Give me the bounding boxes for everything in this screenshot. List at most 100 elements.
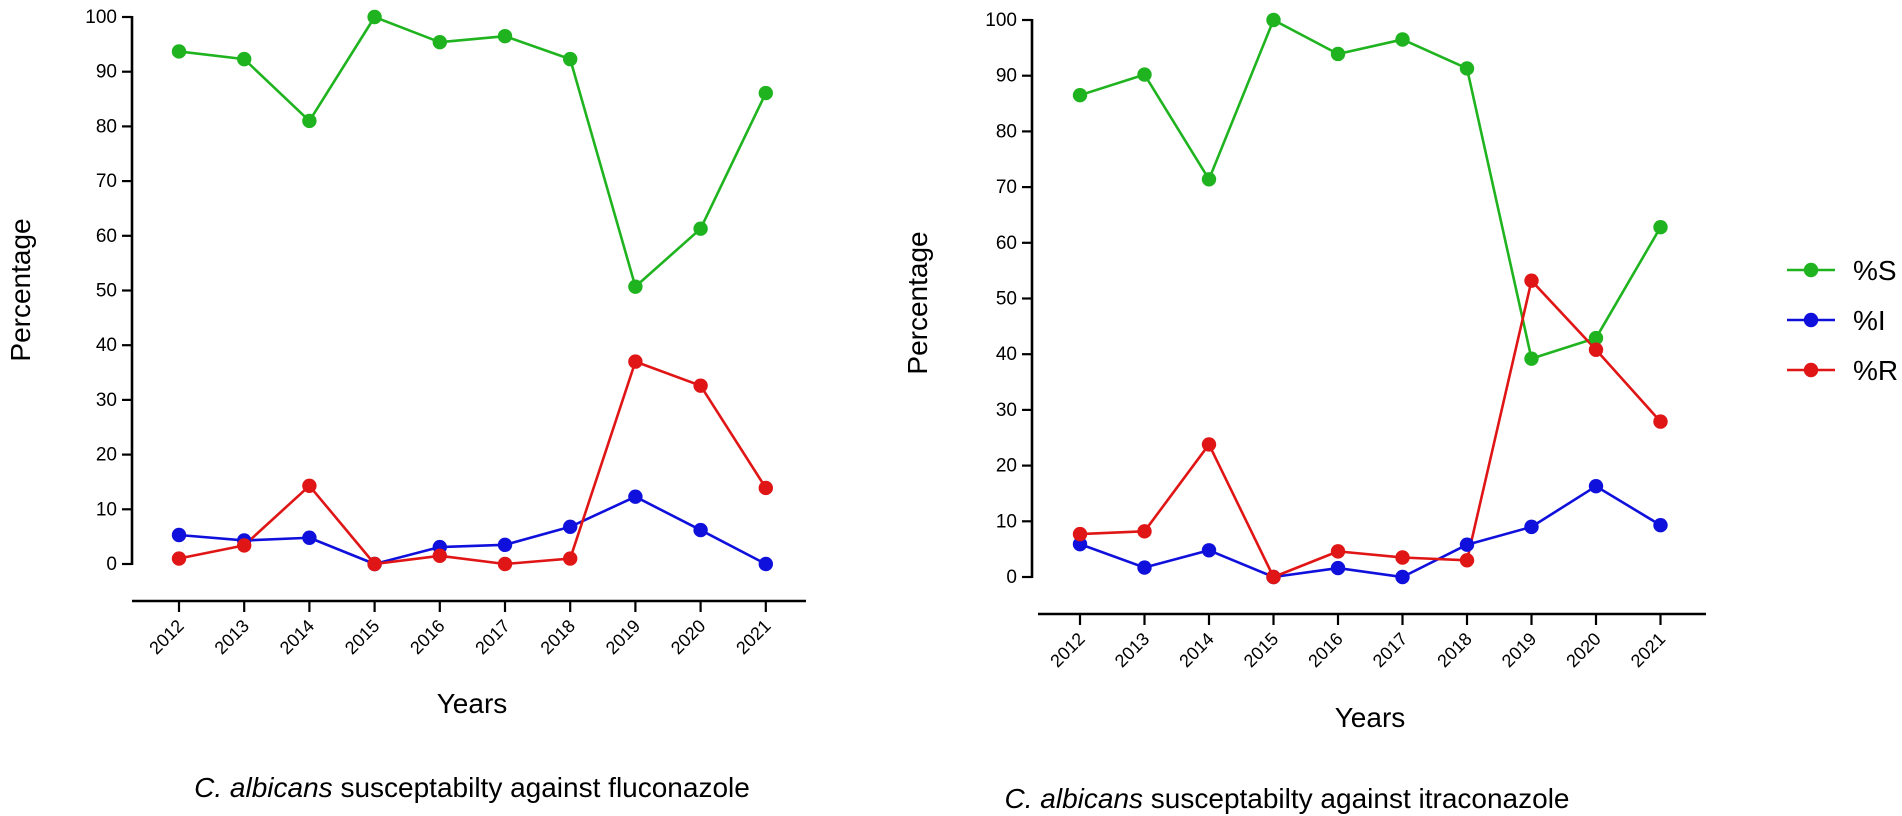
series-line-s — [178, 15, 767, 288]
y-tick-label: 60 — [996, 233, 1017, 254]
series-line-i — [178, 495, 767, 566]
y-tick-label: 10 — [996, 511, 1017, 532]
x-tick-label: 2019 — [602, 616, 644, 658]
point-i-2020 — [1588, 479, 1604, 494]
point-i-2012 — [171, 527, 187, 543]
point-s-2014 — [1201, 172, 1217, 187]
x-tick-label: 2016 — [1304, 629, 1346, 671]
x-axis-title: Years — [1335, 702, 1406, 733]
point-r-2019 — [1524, 273, 1539, 288]
x-tick-label: 2021 — [1627, 629, 1669, 671]
y-tick-label: 80 — [96, 116, 117, 137]
legend-label-2: %R — [1853, 355, 1898, 386]
point-r-2021 — [1653, 414, 1668, 429]
chart-title-text: susceptabilty against fluconazole — [333, 772, 750, 803]
point-s-2016 — [432, 34, 447, 50]
point-r-2019 — [628, 354, 643, 369]
chart-title: C. albicans susceptabilty against itraco… — [1005, 783, 1570, 814]
point-i-2018 — [563, 519, 578, 535]
x-tick-label: 2018 — [1433, 629, 1475, 671]
y-tick-label: 30 — [996, 400, 1017, 421]
x-tick-label: 2012 — [1046, 629, 1088, 671]
point-i-2021 — [1653, 517, 1668, 533]
point-s-2021 — [758, 85, 773, 101]
point-r-2020 — [1588, 342, 1604, 357]
point-i-2019 — [1524, 519, 1539, 535]
point-s-2012 — [171, 44, 187, 59]
y-tick-label: 90 — [96, 62, 117, 83]
x-tick-label: 2021 — [732, 616, 774, 658]
point-s-2016 — [1330, 46, 1346, 62]
point-s-2017 — [497, 28, 513, 44]
legend-marker-0 — [1803, 262, 1819, 278]
point-s-2014 — [302, 113, 317, 129]
y-tick-label: 30 — [96, 390, 117, 411]
x-tick-label: 2019 — [1498, 629, 1540, 671]
point-i-2012 — [1072, 536, 1088, 552]
x-tick-label: 2012 — [145, 616, 187, 658]
series-line-r — [178, 360, 767, 566]
chart-title: C. albicans susceptabilty against flucon… — [194, 772, 750, 803]
point-r-2017 — [1395, 550, 1410, 565]
point-r-2014 — [1201, 437, 1217, 452]
point-i-2017 — [1395, 569, 1410, 585]
y-tick-label: 20 — [996, 456, 1017, 477]
point-i-2014 — [1201, 543, 1217, 558]
point-i-2014 — [302, 530, 317, 545]
chart-title-species: C. albicans — [194, 772, 333, 803]
y-tick-label: 0 — [106, 554, 117, 575]
x-tick-label: 2015 — [1240, 629, 1282, 671]
point-s-2020 — [693, 221, 708, 236]
point-r-2016 — [432, 548, 447, 563]
y-tick-label: 50 — [96, 281, 117, 302]
y-axis-title: Percentage — [902, 231, 933, 374]
x-axis-title: Years — [437, 688, 508, 719]
point-i-2013 — [1137, 560, 1152, 575]
point-i-2021 — [758, 556, 773, 572]
x-tick-label: 2013 — [211, 616, 253, 658]
series-line-s — [1079, 18, 1662, 360]
legend: %S %I %R — [1787, 255, 1898, 386]
point-s-2012 — [1072, 87, 1088, 103]
y-tick-label: 0 — [1006, 567, 1017, 588]
point-s-2018 — [1459, 61, 1475, 76]
y-tick-label: 70 — [96, 171, 117, 192]
y-tick-label: 100 — [985, 10, 1017, 31]
y-tick-label: 10 — [96, 499, 117, 520]
point-r-2013 — [1137, 524, 1152, 539]
chart-title-species: C. albicans — [1005, 783, 1144, 814]
point-r-2015 — [1266, 569, 1281, 585]
point-s-2018 — [563, 51, 578, 67]
point-s-2019 — [628, 279, 643, 294]
chart-2: 0 10 20 30 40 50 60 70 80 90 100 2012 2013 2014 2015 20… — [902, 10, 1706, 814]
y-tick-label: 70 — [996, 177, 1017, 198]
point-r-2020 — [693, 378, 708, 393]
point-r-2012 — [1072, 526, 1088, 542]
series-line-i — [1079, 484, 1662, 579]
point-r-2012 — [171, 551, 187, 566]
point-i-2020 — [693, 522, 708, 538]
point-s-2015 — [1266, 12, 1281, 28]
legend-marker-1 — [1803, 312, 1819, 328]
point-s-2013 — [237, 51, 252, 67]
series-line-r — [1079, 279, 1662, 579]
y-tick-label: 60 — [96, 226, 117, 247]
point-r-2021 — [758, 480, 773, 496]
chart-1: 0 10 20 30 40 50 60 70 80 90 100 2012 2013 2014 2015 20… — [5, 7, 806, 803]
point-i-2018 — [1459, 537, 1475, 552]
point-s-2017 — [1395, 32, 1410, 47]
y-axis-title: Percentage — [5, 218, 36, 361]
point-r-2018 — [563, 551, 578, 566]
y-tick-label: 20 — [96, 445, 117, 466]
point-s-2019 — [1524, 351, 1539, 366]
point-s-2015 — [367, 9, 382, 25]
x-tick-label: 2015 — [341, 616, 383, 658]
point-i-2017 — [497, 537, 513, 553]
point-s-2013 — [1137, 67, 1152, 82]
y-tick-label: 50 — [996, 289, 1017, 310]
point-i-2016 — [1330, 560, 1346, 576]
x-tick-label: 2018 — [537, 616, 579, 658]
legend-label-0: %S — [1853, 255, 1897, 286]
point-r-2018 — [1459, 553, 1475, 568]
chart-title-text: susceptabilty against itraconazole — [1143, 783, 1569, 814]
